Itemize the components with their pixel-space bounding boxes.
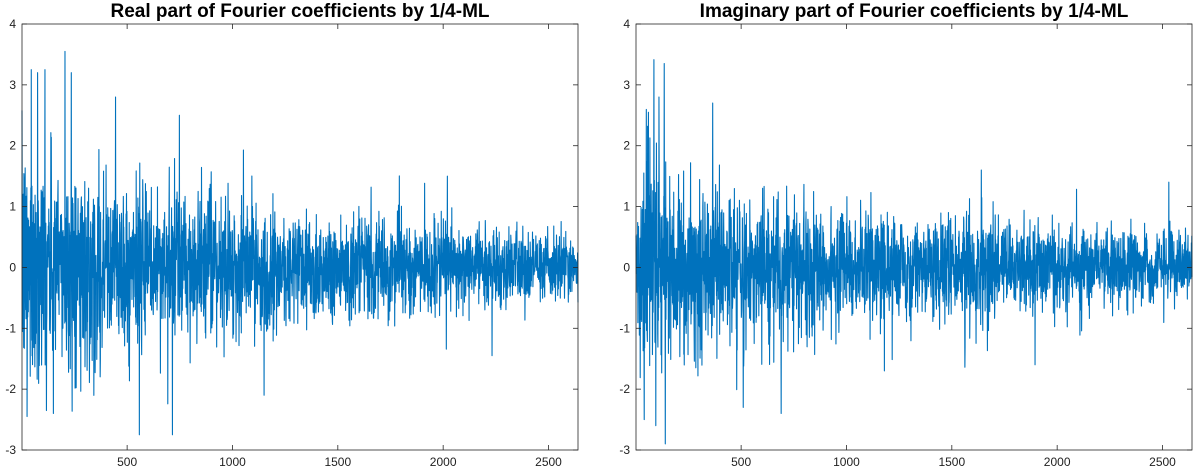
x-tick-label: 2000 [1044, 455, 1071, 469]
y-tick-label: 4 [9, 17, 16, 31]
x-tick-label: 1000 [833, 455, 860, 469]
chart-title: Real part of Fourier coefficients by 1/4… [110, 1, 489, 22]
x-tick-label: 500 [731, 455, 751, 469]
y-tick-label: -3 [619, 443, 630, 457]
x-tick-label: 1500 [938, 455, 965, 469]
y-tick-label: 0 [9, 260, 16, 274]
y-tick-label: 3 [9, 78, 16, 92]
imaginary-part-chart-panel: Imaginary part of Fourier coefficients b… [600, 0, 1200, 472]
y-tick-label: -2 [5, 382, 16, 396]
y-tick-label: -1 [619, 321, 630, 335]
imaginary-part-chart: Imaginary part of Fourier coefficients b… [619, 1, 1193, 469]
y-tick-label: -1 [5, 321, 16, 335]
x-tick-label: 500 [117, 455, 137, 469]
y-tick-label: 2 [623, 139, 630, 153]
series-line [635, 59, 1193, 445]
x-tick-label: 1000 [219, 455, 246, 469]
y-tick-label: 1 [9, 200, 16, 214]
y-tick-label: -2 [619, 382, 630, 396]
y-tick-label: 1 [623, 200, 630, 214]
series-line [21, 50, 579, 436]
y-tick-label: 3 [623, 78, 630, 92]
real-part-chart-panel: Real part of Fourier coefficients by 1/4… [5, 1, 579, 469]
chart-title: Imaginary part of Fourier coefficients b… [700, 1, 1129, 22]
y-tick-label: 4 [623, 17, 630, 31]
real-part-chart: Real part of Fourier coefficients by 1/4… [5, 1, 579, 469]
x-tick-label: 2500 [1149, 455, 1176, 469]
axes-box [21, 23, 579, 451]
x-tick-label: 2500 [535, 455, 562, 469]
x-tick-label: 1500 [324, 455, 351, 469]
y-tick-label: -3 [5, 443, 16, 457]
y-tick-label: 2 [9, 139, 16, 153]
y-tick-label: 0 [623, 260, 630, 274]
axes-box [635, 23, 1193, 451]
x-tick-label: 2000 [430, 455, 457, 469]
